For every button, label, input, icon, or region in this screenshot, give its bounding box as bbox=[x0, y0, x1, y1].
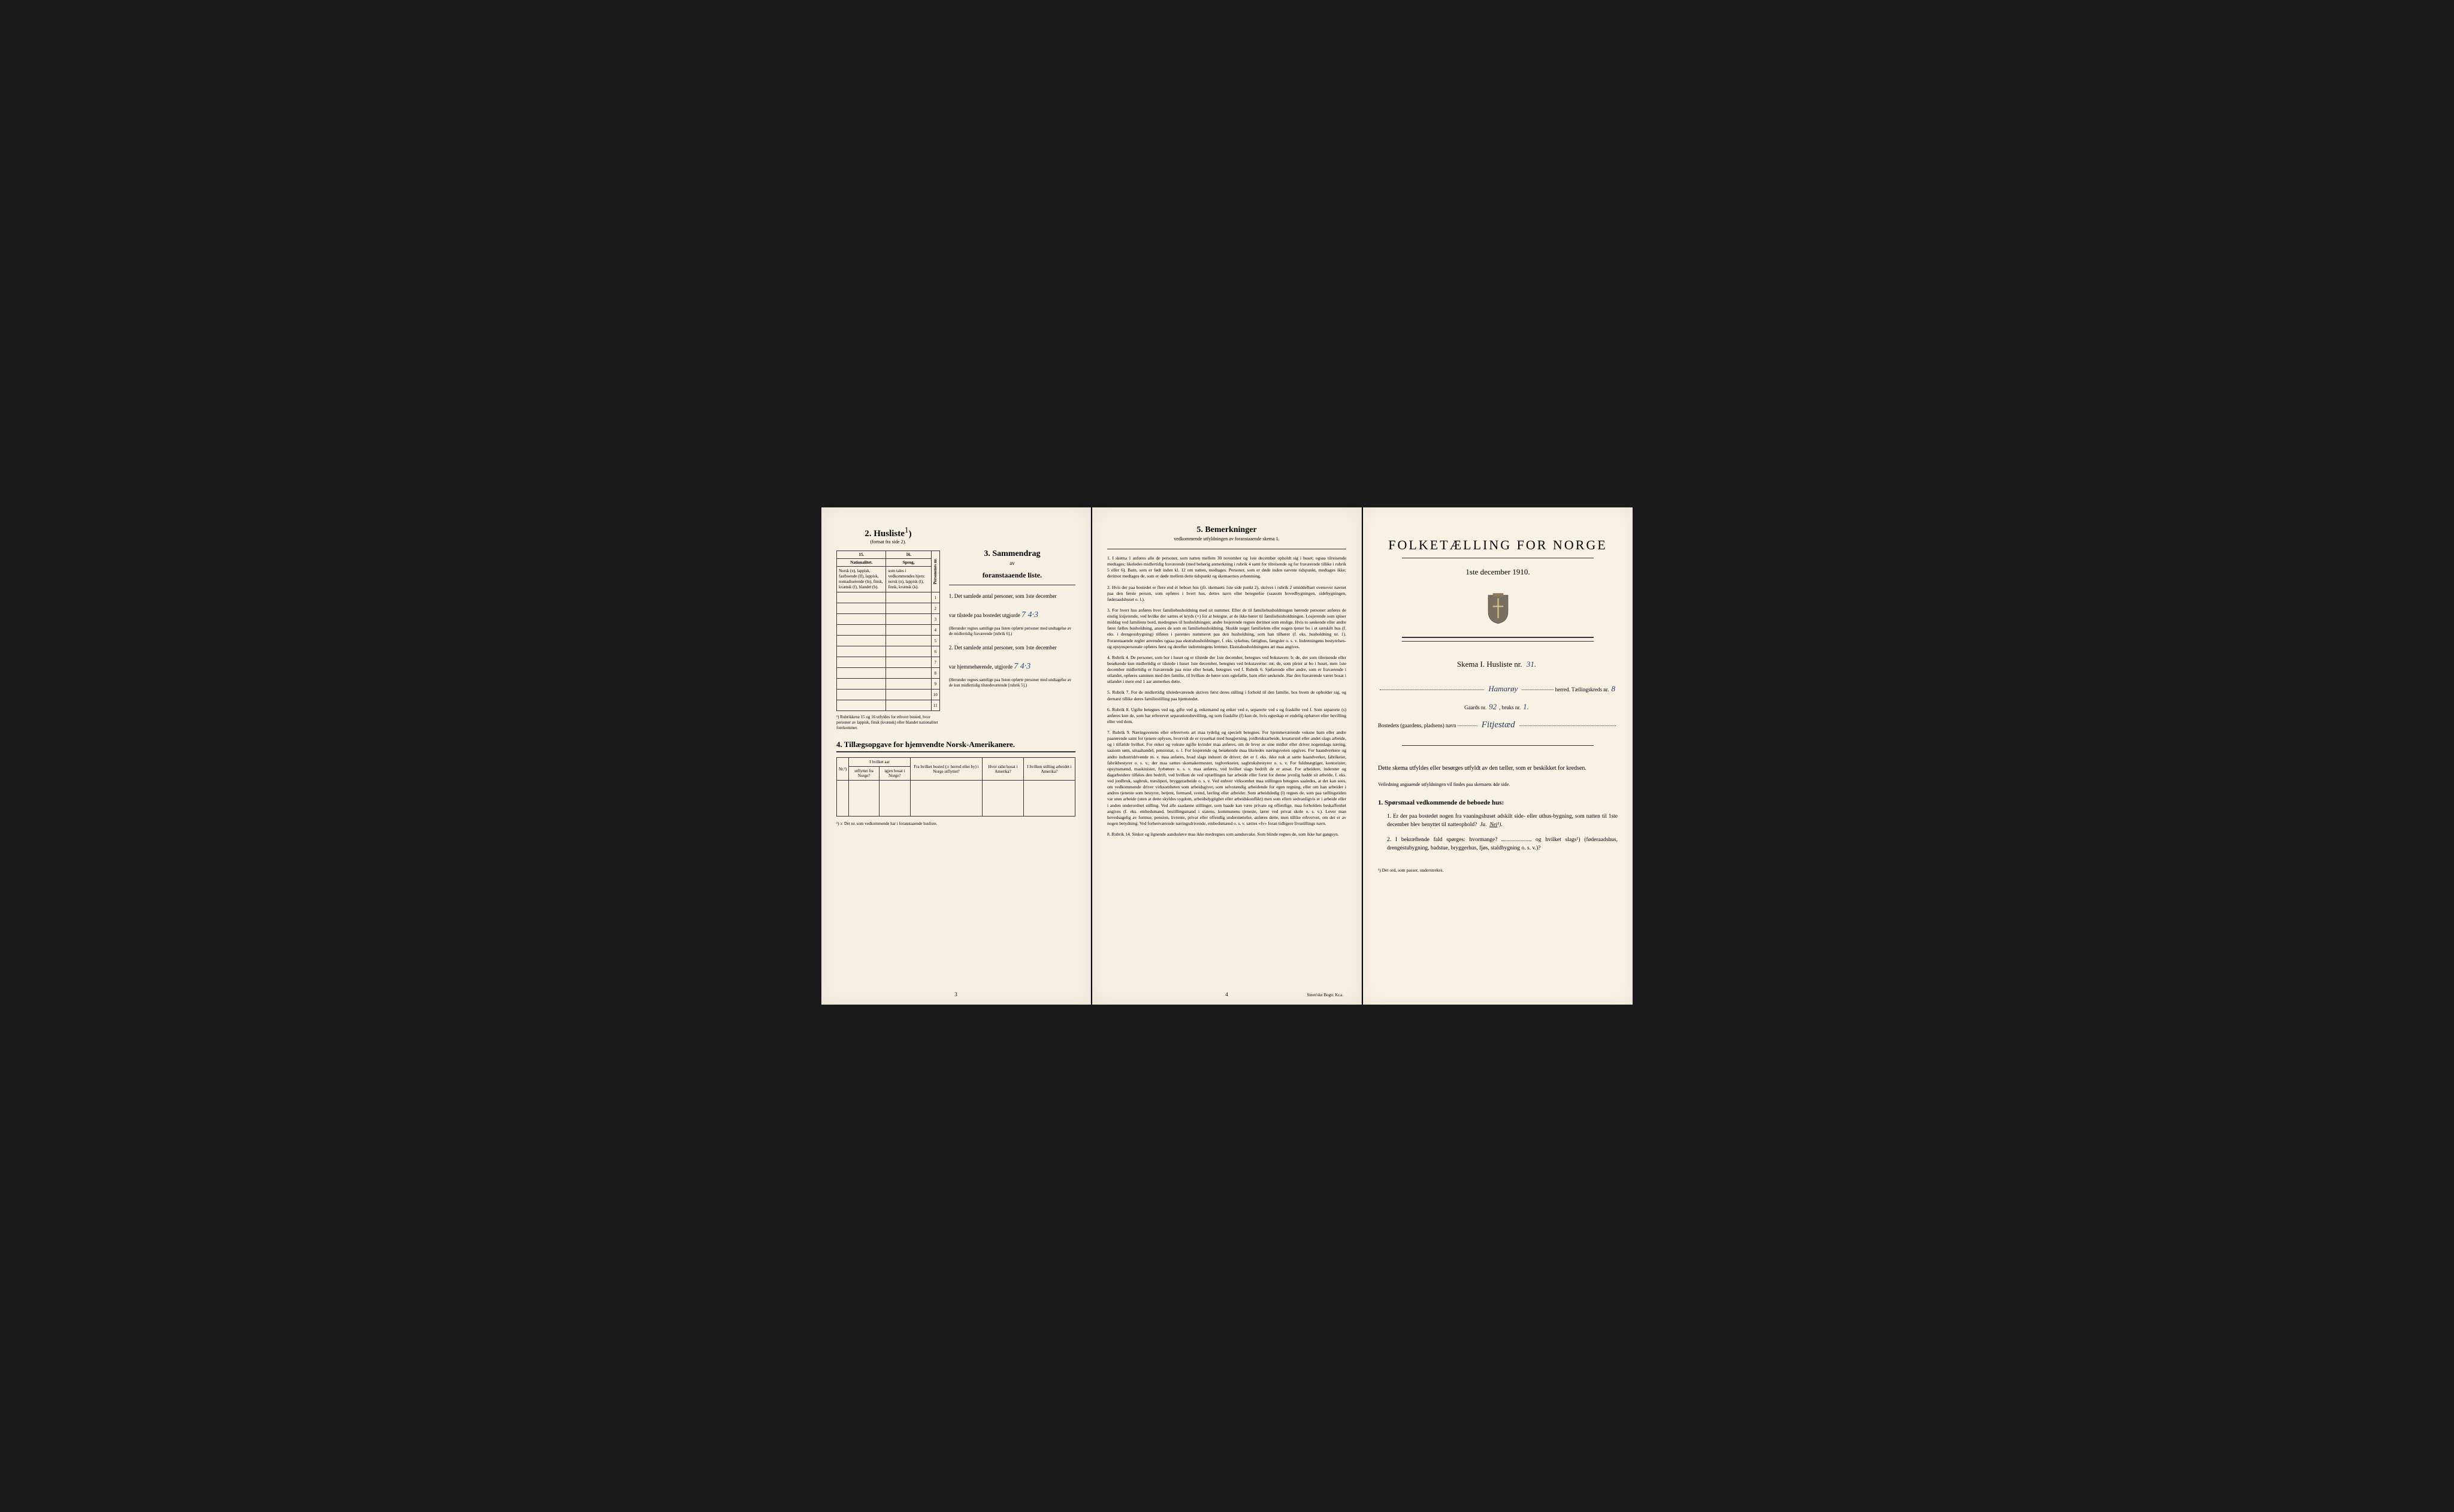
col15: 15. bbox=[837, 551, 886, 558]
kreds-nr: 8 bbox=[1609, 684, 1618, 694]
item1-mid: var tilstede paa bostedet utgjorde bbox=[949, 612, 1020, 618]
date-line: 1ste december 1910. bbox=[1378, 567, 1618, 577]
bemerk-6: 6. Rubrik 8. Ugifte betegnes ved ug, gif… bbox=[1107, 707, 1346, 725]
q1: 1. Er der paa bostedet nogen fra vaaning… bbox=[1387, 812, 1618, 830]
row-5: 5 bbox=[931, 636, 939, 646]
row-7: 7 bbox=[931, 657, 939, 668]
footnote3: ¹) Det ord, som passer, understrekes. bbox=[1378, 867, 1618, 873]
nationality-table: 15. 16. Personenes nr. Nationalitet. Spr… bbox=[836, 551, 940, 711]
item1: 1. Det samlede antal personer, som 1ste … bbox=[949, 592, 1075, 637]
bruks-label: , bruks nr. bbox=[1499, 704, 1521, 710]
q-title: 1. Spørsmaal vedkommende de beboede hus: bbox=[1378, 799, 1618, 806]
ja: Ja. bbox=[1480, 822, 1486, 828]
herred-hw: Hamarøy bbox=[1486, 684, 1520, 694]
col-person: Personenes nr. bbox=[931, 551, 939, 592]
item2-start: 2. Det samlede antal personer, som 1ste … bbox=[949, 645, 1057, 651]
bemerk-2: 2. Hvis der paa bostedet er flere end ét… bbox=[1107, 585, 1346, 603]
item1-start: 1. Det samlede antal personer, som 1ste … bbox=[949, 593, 1057, 599]
t4-col5: I hvilken stilling arbeidet i Amerika? bbox=[1023, 758, 1075, 781]
nei: Nei bbox=[1489, 822, 1497, 828]
page-num-2: 4 bbox=[1225, 991, 1228, 997]
q2-mid: og hvilket slags¹) bbox=[1536, 837, 1580, 843]
nei-sup: ¹). bbox=[1497, 822, 1502, 828]
herred-label: herred. Tællingskreds nr. bbox=[1555, 687, 1609, 693]
t4-col2a: utflyttet fra Norge? bbox=[849, 767, 880, 781]
sammendrag-sub: foranstaaende liste. bbox=[949, 571, 1075, 580]
bemerk-4: 4. Rubrik 4. De personer, som bor i huse… bbox=[1107, 655, 1346, 685]
row-1: 1 bbox=[931, 592, 939, 603]
herred-line: Hamarøy herred. Tællingskreds nr. 8 bbox=[1378, 684, 1618, 694]
col15-header: Nationalitet. bbox=[837, 558, 886, 566]
page-3: FOLKETÆLLING FOR NORGE 1ste december 191… bbox=[1363, 507, 1633, 1005]
section4-title: 4. Tillægsopgave for hjemvendte Norsk-Am… bbox=[836, 740, 1075, 752]
t4-col4: Hvor sidst bosat i Amerika? bbox=[982, 758, 1023, 781]
q2: 2. I bekræftende fald spørges: hvormange… bbox=[1387, 836, 1618, 853]
skema-label: Skema I. Husliste nr. bbox=[1457, 660, 1522, 669]
row-8: 8 bbox=[931, 668, 939, 679]
bosted-line: Bostedets (gaardens, pladsens) navn Fitj… bbox=[1378, 720, 1618, 730]
sammendrag-title: 3. Sammendrag bbox=[949, 549, 1075, 559]
t4-col1: Nr.²) bbox=[837, 758, 849, 781]
bosted-hw: Fitjestæd bbox=[1479, 720, 1518, 730]
bemerk-3: 3. For hvert hus anføres hver familiehus… bbox=[1107, 607, 1346, 650]
skema-line: Skema I. Husliste nr. 31. bbox=[1378, 660, 1618, 669]
sammendrag-av: av bbox=[949, 560, 1075, 566]
q2-start: 2. I bekræftende fald spørges: hvormange… bbox=[1387, 837, 1497, 843]
row-10: 10 bbox=[931, 690, 939, 700]
husliste-title: 2. Husliste bbox=[865, 529, 905, 539]
col16: 16. bbox=[886, 551, 931, 558]
item1-hw: 7 4·3 bbox=[1022, 610, 1038, 619]
col16-header: Sprog, bbox=[886, 558, 931, 566]
row-3: 3 bbox=[931, 614, 939, 625]
row-2: 2 bbox=[931, 603, 939, 614]
page-2: 5. Bemerkninger vedkommende utfyldningen… bbox=[1092, 507, 1362, 1005]
col16-sub: som tales i vedkommendes hjem: norsk (n)… bbox=[886, 566, 931, 592]
gaards-nr: 92 bbox=[1486, 702, 1499, 712]
bosted-label: Bostedets (gaardens, pladsens) navn bbox=[1378, 722, 1456, 728]
item2: 2. Det samlede antal personer, som 1ste … bbox=[949, 644, 1075, 688]
husliste-cont: (fortsat fra side 2). bbox=[836, 539, 940, 545]
printer: Steen'ske Bogtr. Kr.a. bbox=[1307, 993, 1343, 997]
col15-sub: Norsk (n), lappisk, fastboende (lf), lap… bbox=[837, 566, 886, 592]
table-footnote: ¹) Rubrikkene 15 og 16 utfyldes for ethv… bbox=[836, 715, 940, 731]
tillag-table: Nr.²) I hvilket aar Fra hvilket bosted (… bbox=[836, 757, 1075, 817]
item2-note: (Herunder regnes samtlige paa listen opf… bbox=[949, 678, 1075, 688]
bemerk-7: 7. Rubrik 9. Næringsveiens eller erhverv… bbox=[1107, 730, 1346, 827]
main-title: FOLKETÆLLING FOR NORGE bbox=[1378, 537, 1618, 553]
row-6: 6 bbox=[931, 646, 939, 657]
t4-col3: Fra hvilket bosted (ɔ: herred eller by) … bbox=[910, 758, 982, 781]
husliste-sup: 1 bbox=[905, 525, 909, 534]
gaards-line: Gaards nr. 92 , bruks nr. 1. bbox=[1378, 702, 1618, 712]
t4-col2: I hvilket aar bbox=[849, 758, 911, 767]
t4-col2b: igjen bosat i Norge? bbox=[879, 767, 910, 781]
footnote2: ²) ɔ: Det nr. som vedkommende har i fora… bbox=[836, 821, 1075, 826]
bemerk-8: 8. Rubrik 14. Sinker og lignende aandssl… bbox=[1107, 831, 1346, 837]
body2: Veiledning angaaende utfyldningen vil fi… bbox=[1378, 782, 1618, 787]
crest-icon bbox=[1378, 592, 1618, 628]
bemerk-5: 5. Rubrik 7. For de midlertidig tilstede… bbox=[1107, 690, 1346, 701]
page-1: 2. Husliste1) (fortsat fra side 2). 15. … bbox=[821, 507, 1091, 1005]
bemerk-sub: vedkommende utfyldningen av foranstaaend… bbox=[1107, 536, 1346, 542]
bruks-nr: 1. bbox=[1521, 702, 1531, 712]
row-11: 11 bbox=[931, 700, 939, 711]
bemerk-1: 1. I skema 1 anføres alle de personer, s… bbox=[1107, 555, 1346, 580]
gaards-label: Gaards nr. bbox=[1464, 704, 1486, 710]
item2-hw: 7 4·3 bbox=[1014, 662, 1030, 671]
row-9: 9 bbox=[931, 679, 939, 690]
page-num-1: 3 bbox=[954, 991, 957, 997]
item1-note: (Herunder regnes samtlige paa listen opf… bbox=[949, 626, 1075, 637]
document-scan: 2. Husliste1) (fortsat fra side 2). 15. … bbox=[821, 507, 1633, 1005]
husliste-nr: 31. bbox=[1524, 660, 1539, 669]
row-4: 4 bbox=[931, 625, 939, 636]
item2-mid: var hjemmehørende, utgjorde bbox=[949, 664, 1013, 670]
bemerk-title: 5. Bemerkninger bbox=[1107, 525, 1346, 535]
body1: Dette skema utfyldes eller besørges utfy… bbox=[1378, 764, 1618, 773]
